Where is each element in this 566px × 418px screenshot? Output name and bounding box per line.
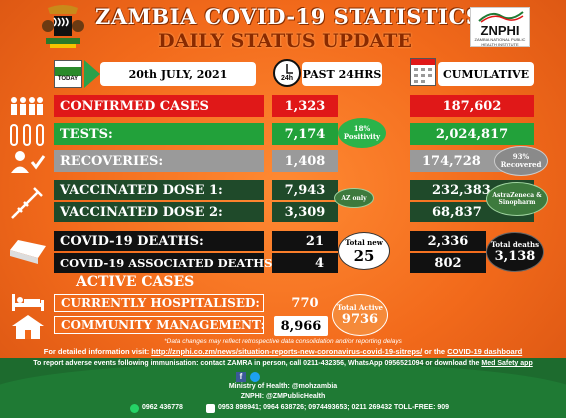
total-new-deaths-badge: Total new 25 <box>338 232 390 270</box>
znphi-logo: ZNPHI ZAMBIA NATIONAL PUBLIC HEALTH INST… <box>470 7 530 47</box>
total-deaths-label: Total deaths <box>490 240 540 249</box>
deaths-cumulative: 2,336 <box>410 231 486 251</box>
adverse-text: To report adverse events following immun… <box>33 360 480 367</box>
column-header-cumulative: CUMULATIVE <box>438 62 534 86</box>
info-prefix: For detailed information visit: <box>43 347 150 356</box>
footer-wave <box>0 362 566 418</box>
hospitalised-value: 770 <box>291 295 319 311</box>
tests-label: TESTS: <box>54 123 264 145</box>
vaccine-az-note: AZ only <box>341 194 367 202</box>
vaccine-syringe-icon <box>8 182 48 222</box>
whatsapp-icon <box>130 404 139 413</box>
total-active-value: 9736 <box>341 312 379 327</box>
vaccinated-dose2-label: VACCINATED DOSE 2: <box>54 202 264 222</box>
assoc-deaths-label: COVID-19 ASSOCIATED DEATHS: <box>54 253 277 273</box>
total-new-label: Total new <box>345 237 383 247</box>
med-safety-link[interactable]: Med Safety app <box>481 360 533 367</box>
page-subtitle: DAILY STATUS UPDATE <box>158 30 412 52</box>
page-title: ZAMBIA COVID-19 STATISTICS <box>95 4 482 29</box>
clock-icon-label: 24h <box>280 75 294 82</box>
positivity-value: 18% <box>353 124 371 133</box>
znphi-handle: ZNPHI: @ZMPublicHealth <box>240 393 326 400</box>
tests-past24: 7,174 <box>272 123 338 145</box>
positivity-badge: 18% Positivity <box>338 118 386 148</box>
ministry-handle: Ministry of Health: @mohzambia <box>228 383 338 390</box>
vaccinated-dose1-label: VACCINATED DOSE 1: <box>54 180 264 200</box>
community-management-label: COMMUNITY MANAGEMENT: <box>54 316 265 334</box>
confirmed-cases-past24: 1,323 <box>272 95 338 117</box>
recoveries-label: RECOVERIES: <box>54 150 264 172</box>
community-management-value: 8,966 <box>274 316 328 336</box>
confirmed-cases-cumulative: 187,602 <box>410 95 534 117</box>
clock-24h-icon: 24h <box>272 58 302 88</box>
total-new-value: 25 <box>353 246 375 265</box>
deaths-past24: 21 <box>272 231 338 251</box>
dashboard-link[interactable]: COVID-19 dashboard <box>447 347 523 356</box>
total-deaths-value: 3,138 <box>494 249 536 264</box>
recovered-badge: 93% Recovered <box>494 146 548 176</box>
recoveries-past24: 1,408 <box>272 150 338 172</box>
phone-numbers: 0953 898941; 0964 638726; 0974493653; 02… <box>218 404 450 411</box>
assoc-deaths-past24: 4 <box>272 253 338 273</box>
house-icon <box>10 314 46 340</box>
assoc-deaths-cumulative: 802 <box>410 253 486 273</box>
column-header-past24: PAST 24HRS <box>302 62 382 86</box>
recovered-value: 93% <box>512 152 530 161</box>
info-link[interactable]: http://znphi.co.zm/news/situation-report… <box>151 347 423 356</box>
vaccine-type-note: AstraZeneca & Sinopharm <box>492 192 542 206</box>
deaths-label: COVID-19 DEATHS: <box>54 231 264 251</box>
vaccinated-dose1-past24: 7,943 <box>272 180 338 200</box>
coat-of-arms-icon <box>40 4 86 50</box>
total-deaths-badge: Total deaths 3,138 <box>486 232 544 272</box>
adverse-events-line: To report adverse events following immun… <box>0 360 566 367</box>
positivity-label: Positivity <box>343 132 381 141</box>
tests-cumulative: 2,024,817 <box>410 123 534 145</box>
confirmed-cases-label: CONFIRMED CASES <box>54 95 264 117</box>
coffin-icon <box>8 236 48 266</box>
info-mid: or the <box>424 347 446 356</box>
total-active-badge: Total Active 9736 <box>332 294 388 336</box>
people-icon <box>8 96 44 116</box>
test-tubes-icon <box>8 123 46 147</box>
twitter-icon[interactable] <box>250 372 260 382</box>
whatsapp-number: 0962 436778 <box>142 404 183 411</box>
calendar-icon: TODAY <box>54 60 82 88</box>
calendar-icon-label: TODAY <box>57 75 79 82</box>
recovery-icon <box>8 150 46 174</box>
vaccinated-dose2-past24: 3,309 <box>272 202 338 222</box>
total-active-label: Total Active <box>336 303 384 312</box>
calendar-grid-icon <box>410 58 436 86</box>
vaccine-az-badge: AZ only <box>334 188 374 208</box>
recovered-label: Recovered <box>500 160 542 169</box>
data-disclaimer: *Data changes may reflect retrospective … <box>164 338 402 345</box>
phone-icon <box>206 404 215 413</box>
hospitalised-label: CURRENTLY HOSPITALISED: <box>54 294 264 312</box>
logo-name: ZNPHI <box>480 23 520 38</box>
active-cases-heading: ACTIVE CASES <box>76 274 195 290</box>
info-line: For detailed information visit: http://z… <box>0 347 566 356</box>
vaccine-type-badge: AstraZeneca & Sinopharm <box>486 182 548 216</box>
logo-caption: ZAMBIA NATIONAL PUBLIC HEALTH INSTITUTE <box>474 37 526 47</box>
facebook-icon[interactable]: f <box>236 372 246 382</box>
arrow-right-icon <box>84 60 100 88</box>
report-date: 20th JULY, 2021 <box>100 62 256 86</box>
hospital-bed-icon <box>10 292 46 312</box>
